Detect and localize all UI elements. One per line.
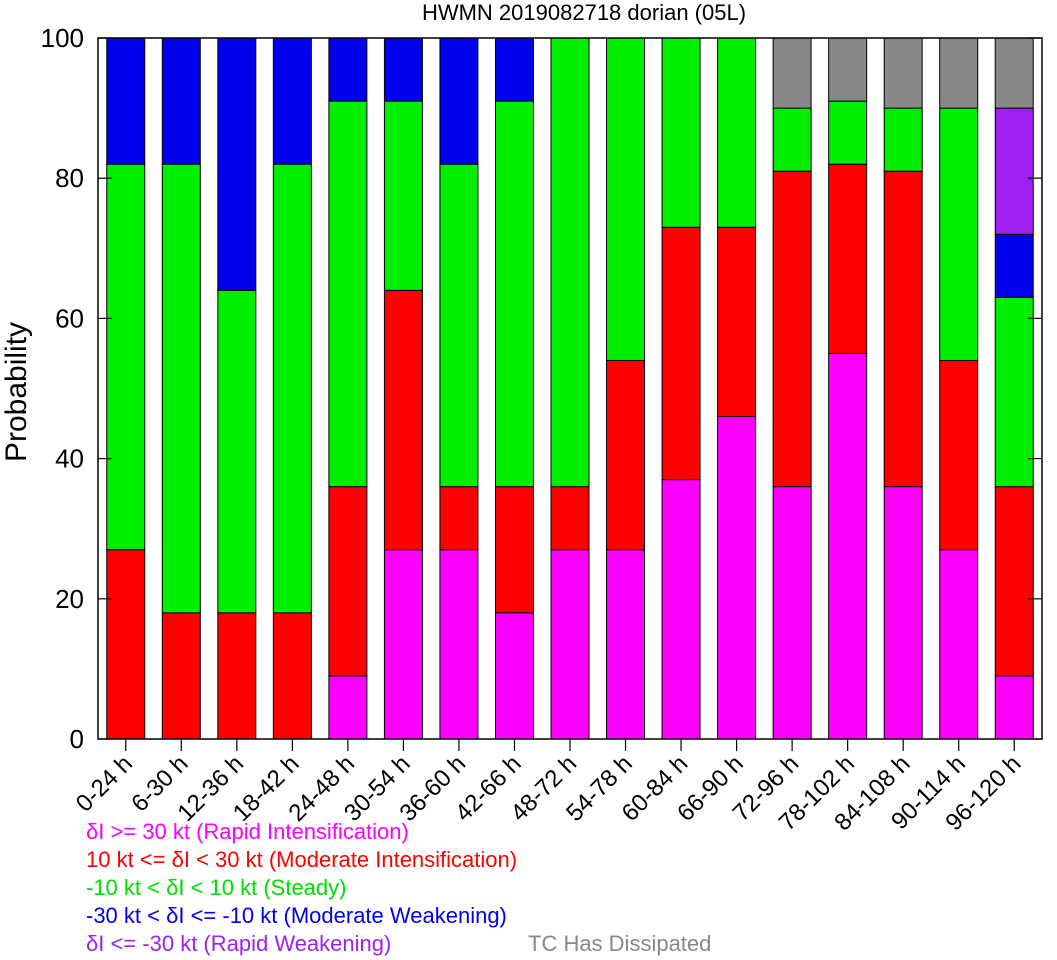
- bar-segment-18-42h-moderate-intensification: [272, 612, 312, 740]
- bar-segment-54-78h-moderate-intensification: [606, 359, 646, 551]
- bar-segment-48-72h-steady: [550, 37, 590, 488]
- bar-segment-72-96h-moderate-intensification: [772, 170, 812, 488]
- bar-segment-84-108h-tc-has-dissipated: [883, 37, 923, 109]
- bar-segment-96-120h-rapid-weakening: [994, 107, 1034, 235]
- bar-segment-0-24h-moderate-intensification: [106, 549, 146, 740]
- bar-segment-90-114h-steady: [939, 107, 979, 361]
- bar-segment-90-114h-moderate-intensification: [939, 359, 979, 551]
- chart-title: HWMN 2019082718 dorian (05L): [422, 0, 746, 25]
- y-tick-label-80: 80: [55, 163, 84, 193]
- y-tick-label-60: 60: [55, 303, 84, 333]
- bar-segment-66-90h-steady: [717, 37, 757, 228]
- bar-segment-6-30h-steady: [161, 163, 201, 614]
- legend: δI >= 30 kt (Rapid Intensification) 10 kt…: [86, 818, 517, 958]
- bar-segment-6-30h-moderate-intensification: [161, 612, 201, 740]
- bar-segment-78-102h-moderate-intensification: [828, 163, 868, 354]
- y-tick-label-100: 100: [41, 23, 84, 53]
- bar-segment-60-84h-moderate-intensification: [661, 226, 701, 481]
- bar-segment-90-114h-rapid-intensification: [939, 549, 979, 740]
- bar-segment-24-48h-rapid-intensification: [328, 675, 368, 740]
- x-tick-label-0: 0-24 h: [71, 750, 138, 817]
- bar-segment-96-120h-rapid-intensification: [994, 675, 1034, 740]
- bar-segment-72-96h-tc-has-dissipated: [772, 37, 812, 109]
- bar-segment-36-60h-moderate-weakening: [439, 37, 479, 165]
- bar-segment-18-42h-moderate-weakening: [272, 37, 312, 165]
- legend-item-0: δI >= 30 kt (Rapid Intensification): [86, 819, 409, 844]
- bar-segment-84-108h-rapid-intensification: [883, 486, 923, 740]
- bar-segment-30-54h-rapid-intensification: [383, 549, 423, 740]
- bar-segment-24-48h-moderate-intensification: [328, 486, 368, 677]
- bar-segment-54-78h-rapid-intensification: [606, 549, 646, 740]
- bar-segment-36-60h-rapid-intensification: [439, 549, 479, 740]
- bar-segment-42-66h-moderate-intensification: [494, 486, 534, 614]
- bar-segment-84-108h-steady: [883, 107, 923, 172]
- bar-segment-72-96h-rapid-intensification: [772, 486, 812, 740]
- bar-segment-90-114h-tc-has-dissipated: [939, 37, 979, 109]
- bar-segment-78-102h-rapid-intensification: [828, 352, 868, 740]
- y-tick-label-40: 40: [55, 444, 84, 474]
- bar-segment-48-72h-rapid-intensification: [550, 549, 590, 740]
- legend-item-1: 10 kt <= δI < 30 kt (Moderate Intensific…: [86, 847, 518, 872]
- bar-segment-12-36h-moderate-intensification: [217, 612, 257, 740]
- bar-segment-96-120h-tc-has-dissipated: [994, 37, 1034, 109]
- bar-segment-42-66h-moderate-weakening: [494, 37, 534, 102]
- bar-segment-96-120h-moderate-intensification: [994, 486, 1034, 677]
- bar-segment-24-48h-moderate-weakening: [328, 37, 368, 102]
- legend-item-3: -30 kt < δI <= -10 kt (Moderate Weakenin…: [86, 903, 507, 928]
- bar-segment-72-96h-steady: [772, 107, 812, 172]
- bar-segment-96-120h-steady: [994, 296, 1034, 488]
- bar-segment-60-84h-rapid-intensification: [661, 479, 701, 740]
- bar-segment-78-102h-tc-has-dissipated: [828, 37, 868, 102]
- bar-segment-36-60h-moderate-intensification: [439, 486, 479, 551]
- legend-item-2: -10 kt < δI < 10 kt (Steady): [86, 875, 347, 900]
- bar-segment-66-90h-moderate-intensification: [717, 226, 757, 418]
- bar-segment-0-24h-moderate-weakening: [106, 37, 146, 165]
- bar-segment-12-36h-steady: [217, 289, 257, 614]
- bar-segment-78-102h-steady: [828, 100, 868, 165]
- bar-segment-18-42h-steady: [272, 163, 312, 614]
- bar-segment-42-66h-rapid-intensification: [494, 612, 534, 740]
- bar-segment-6-30h-moderate-weakening: [161, 37, 201, 165]
- bar-segment-30-54h-moderate-intensification: [383, 289, 423, 551]
- bar-segment-96-120h-moderate-weakening: [994, 233, 1034, 298]
- bar-segment-84-108h-moderate-intensification: [883, 170, 923, 488]
- bar-segment-60-84h-steady: [661, 37, 701, 228]
- bar-segment-12-36h-moderate-weakening: [217, 37, 257, 291]
- bar-segment-24-48h-steady: [328, 100, 368, 488]
- y-tick-label-0: 0: [70, 724, 84, 754]
- bar-segment-30-54h-moderate-weakening: [383, 37, 423, 102]
- y-axis-label: Probability: [0, 322, 33, 462]
- bar-segment-42-66h-steady: [494, 100, 534, 488]
- bar-segment-36-60h-steady: [439, 163, 479, 488]
- bar-segment-0-24h-steady: [106, 163, 146, 551]
- bar-segment-30-54h-steady: [383, 100, 423, 291]
- legend-item-dissipated: TC Has Dissipated: [528, 931, 712, 956]
- legend-item-4: δI <= -30 kt (Rapid Weakening): [86, 931, 392, 956]
- y-tick-label-20: 20: [55, 584, 84, 614]
- bar-segment-54-78h-steady: [606, 37, 646, 361]
- bar-segment-66-90h-rapid-intensification: [717, 416, 757, 740]
- bars-group: [106, 37, 1034, 740]
- bar-segment-48-72h-moderate-intensification: [550, 486, 590, 551]
